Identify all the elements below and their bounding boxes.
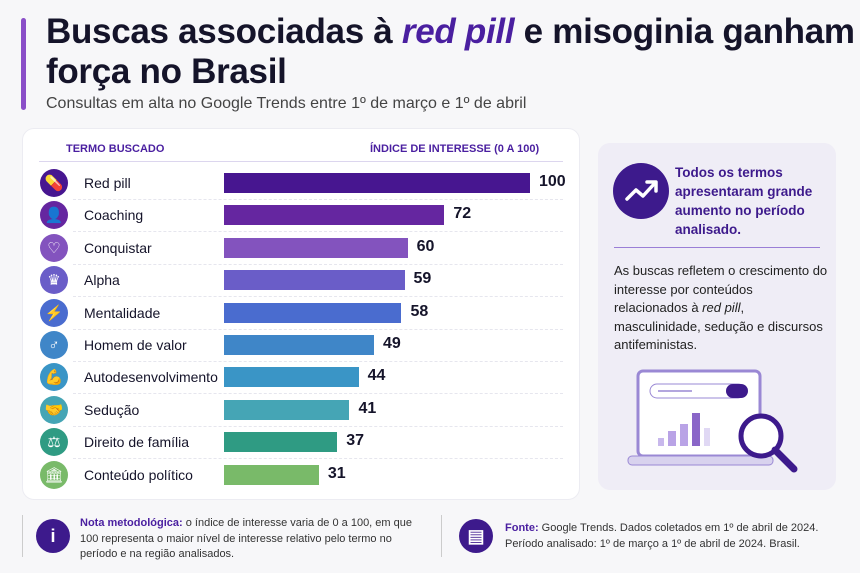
bar bbox=[224, 464, 319, 485]
row-divider bbox=[73, 263, 563, 265]
value-label: 44 bbox=[367, 367, 386, 385]
value-label: 49 bbox=[382, 335, 401, 352]
bar-row: 🤝 Sedução 41 bbox=[23, 394, 579, 427]
panel-text: As buscas refletem o crescimento do inte… bbox=[614, 263, 828, 352]
male-symbol-icon: ♂ bbox=[40, 331, 68, 359]
scales-icon: ⚖ bbox=[40, 428, 68, 457]
insight-panel: Todos os termos apresentaram grande aume… bbox=[598, 143, 836, 490]
bar bbox=[224, 432, 338, 453]
bar bbox=[224, 302, 402, 323]
bar-row: ♛ Alpha 59 bbox=[23, 264, 579, 298]
trend-up-icon bbox=[613, 163, 669, 219]
bar bbox=[224, 270, 405, 291]
column-header-index: ÍNDICE DE INTERESSE (0 A 100) bbox=[370, 143, 540, 155]
bar-row: ♂ Homem de valor 49 bbox=[23, 329, 579, 362]
bar-row: 🏛 Conteúdo político 31 bbox=[23, 459, 579, 491]
bar-row: ♡ Conquistar 60 bbox=[23, 232, 579, 265]
info-icon: i bbox=[36, 519, 70, 553]
lightning-icon: ⚡ bbox=[40, 298, 68, 327]
source-period: Período analisado: 1º de março a 1º de a… bbox=[505, 537, 800, 550]
bar-row: ⚡ Mentalidade 58 bbox=[23, 297, 579, 330]
bar-row: 👤 Coaching 72 bbox=[23, 199, 579, 233]
crown-icon: ♛ bbox=[40, 266, 68, 295]
value-label: 59 bbox=[413, 270, 432, 288]
person-icon: 👤 bbox=[40, 201, 68, 230]
value-label: 100 bbox=[539, 173, 566, 190]
chart-card: TERMO BUSCADO ÍNDICE DE INTERESSE (0 A 1… bbox=[22, 128, 580, 500]
row-divider bbox=[73, 328, 563, 330]
row-divider bbox=[73, 458, 563, 460]
source-label: Fonte: bbox=[505, 522, 539, 534]
bar bbox=[224, 367, 359, 388]
bar bbox=[224, 237, 408, 258]
document-icon: ▤ bbox=[459, 519, 493, 553]
bar bbox=[224, 399, 350, 420]
term-label: Direito de família bbox=[84, 434, 190, 451]
note-label: Nota metodológica: bbox=[80, 517, 183, 529]
heart-icon: ♡ bbox=[40, 233, 68, 262]
highlight-text: Todos os termos apresentaram grande aume… bbox=[675, 165, 813, 237]
institution-icon: 🏛 bbox=[40, 460, 68, 489]
row-divider bbox=[73, 199, 563, 200]
note-text: o índice de interesse varia de 0 a 100, … bbox=[80, 517, 412, 560]
row-divider bbox=[73, 231, 563, 233]
term-label: Sedução bbox=[84, 401, 140, 418]
value-label: 72 bbox=[453, 205, 472, 223]
panel-divider bbox=[614, 247, 820, 248]
source-note: ▤ Fonte: Google Trends. Dados coletados … bbox=[441, 515, 818, 557]
bar-row: 💪 Autodesenvolvimento 44 bbox=[23, 361, 579, 395]
page-title: Buscas associadas à red pill e misoginia… bbox=[46, 12, 855, 91]
subtitle: Consultas em alta no Google Trends entre… bbox=[46, 95, 527, 112]
bar-row: ⚖ Direito de família 37 bbox=[23, 426, 579, 460]
row-divider bbox=[73, 425, 563, 427]
bar bbox=[224, 173, 530, 193]
value-label: 41 bbox=[358, 399, 377, 417]
row-divider bbox=[73, 361, 563, 362]
term-label: Mentalidade bbox=[84, 304, 161, 321]
source-text: Google Trends. Dados coletados em 1º de … bbox=[538, 522, 819, 534]
value-label: 58 bbox=[410, 302, 429, 320]
methodology-note: i Nota metodológica: o índice de interes… bbox=[22, 515, 412, 560]
flexed-arm-icon: 💪 bbox=[40, 363, 68, 392]
row-divider bbox=[73, 296, 563, 298]
term-label: Alpha bbox=[84, 272, 120, 289]
bar bbox=[224, 205, 445, 226]
term-label: Conquistar bbox=[84, 239, 152, 256]
term-label: Autodesenvolvimento bbox=[84, 369, 218, 386]
laptop-search-illustration bbox=[627, 369, 798, 473]
value-label: 31 bbox=[327, 464, 346, 482]
row-divider bbox=[73, 393, 563, 395]
header-divider bbox=[39, 161, 563, 162]
title-accent-bar bbox=[21, 18, 26, 110]
value-label: 37 bbox=[346, 432, 365, 450]
term-label: Coaching bbox=[84, 207, 144, 224]
pill-icon: 💊 bbox=[40, 169, 68, 197]
bar bbox=[224, 335, 374, 355]
term-label: Red pill bbox=[84, 175, 131, 191]
value-label: 60 bbox=[416, 237, 435, 255]
term-label: Homem de valor bbox=[84, 337, 187, 353]
handshake-icon: 🤝 bbox=[40, 395, 68, 424]
bar-row: 💊 Red pill 100 bbox=[23, 167, 579, 200]
column-header-term: TERMO BUSCADO bbox=[66, 143, 165, 155]
term-label: Conteúdo político bbox=[84, 466, 193, 483]
